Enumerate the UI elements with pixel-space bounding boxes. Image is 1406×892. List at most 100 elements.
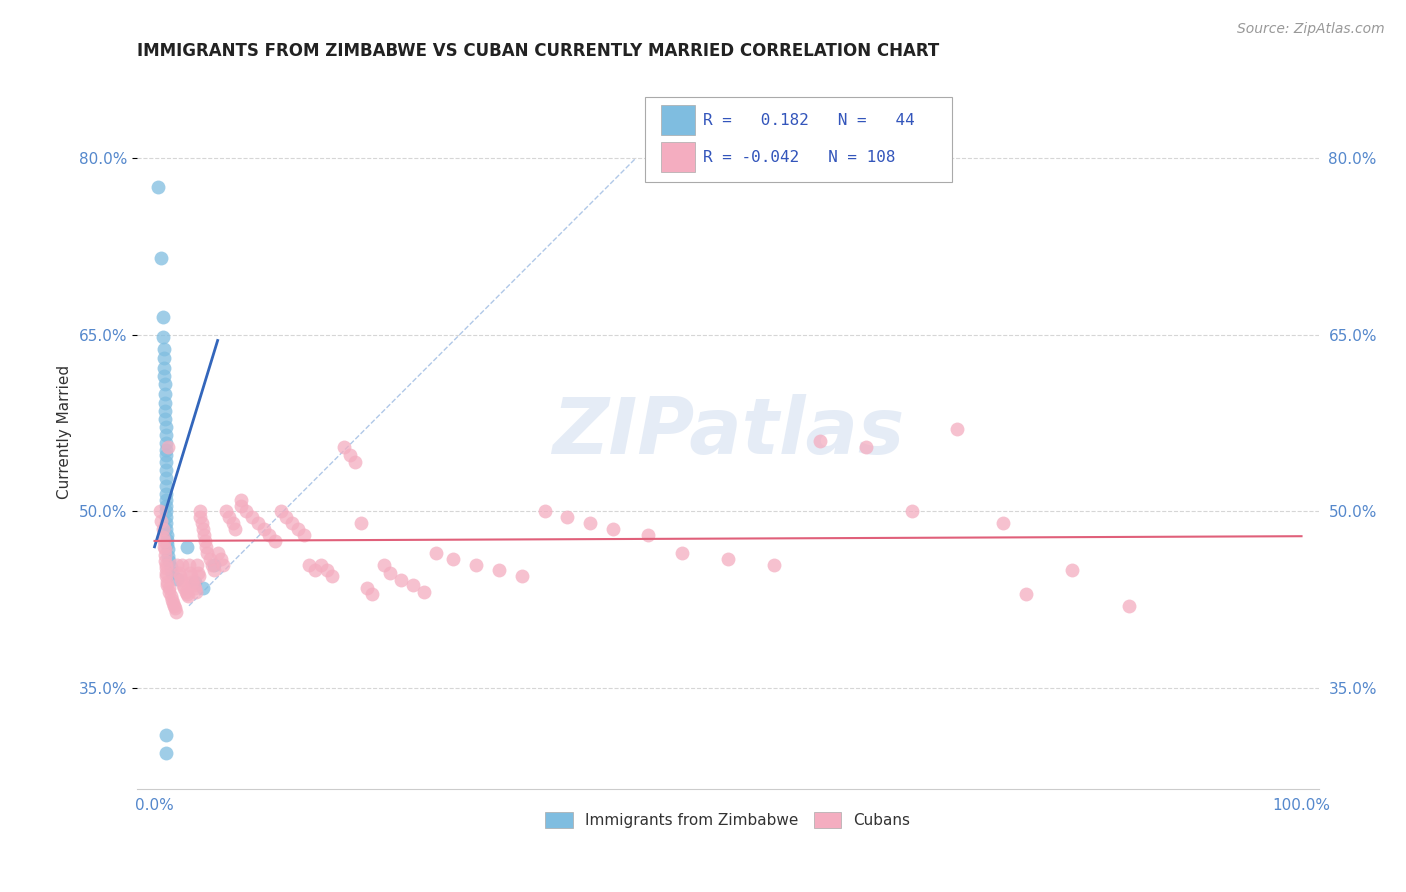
Point xyxy=(155,492,177,507)
Point xyxy=(156,575,179,590)
Point xyxy=(361,587,384,601)
Point xyxy=(218,510,240,524)
Point xyxy=(183,577,205,591)
Point xyxy=(900,504,922,518)
Point xyxy=(155,499,177,513)
FancyBboxPatch shape xyxy=(661,105,695,136)
Point xyxy=(333,440,356,454)
Text: R = -0.042   N = 108: R = -0.042 N = 108 xyxy=(703,150,896,165)
Y-axis label: Currently Married: Currently Married xyxy=(58,365,72,499)
Point xyxy=(190,504,212,518)
Point xyxy=(155,516,177,531)
Text: ZIPatlas: ZIPatlas xyxy=(553,394,904,470)
Point xyxy=(855,440,877,454)
Point xyxy=(401,577,423,591)
Point xyxy=(155,569,177,583)
Point xyxy=(170,573,193,587)
Point xyxy=(488,563,510,577)
Point xyxy=(153,377,176,392)
Point xyxy=(153,548,176,562)
Point xyxy=(155,443,177,458)
Point xyxy=(304,563,326,577)
Point xyxy=(152,360,174,375)
Point xyxy=(160,566,183,580)
Point xyxy=(169,569,191,583)
Point xyxy=(186,558,208,572)
Point xyxy=(177,558,200,572)
Point xyxy=(190,510,212,524)
Point xyxy=(229,499,252,513)
Point xyxy=(212,558,235,572)
Point xyxy=(159,590,181,604)
Point xyxy=(533,504,555,518)
Point xyxy=(321,569,343,583)
Point xyxy=(350,516,373,531)
Point xyxy=(557,510,579,524)
Point xyxy=(155,448,177,462)
Point xyxy=(155,471,177,485)
Point xyxy=(159,584,181,599)
Point xyxy=(229,492,252,507)
Point xyxy=(165,601,187,615)
Legend: Immigrants from Zimbabwe, Cubans: Immigrants from Zimbabwe, Cubans xyxy=(540,806,917,834)
Point xyxy=(183,581,205,595)
Point xyxy=(165,605,187,619)
Point xyxy=(195,546,218,560)
Point xyxy=(510,569,533,583)
Point xyxy=(152,522,174,536)
Point xyxy=(159,559,181,574)
Point xyxy=(464,558,486,572)
Point xyxy=(162,596,184,610)
Point xyxy=(252,522,274,536)
Point xyxy=(191,522,214,536)
Point xyxy=(156,533,179,547)
Point xyxy=(181,575,204,590)
Point xyxy=(762,558,785,572)
Point xyxy=(153,404,176,418)
Point xyxy=(155,746,177,760)
Point xyxy=(155,419,177,434)
Point xyxy=(152,342,174,356)
Point xyxy=(202,563,225,577)
Point xyxy=(441,551,464,566)
Point xyxy=(201,558,224,572)
Point xyxy=(149,504,172,518)
Point xyxy=(152,530,174,544)
Point xyxy=(155,436,177,450)
Point xyxy=(153,542,176,557)
Point xyxy=(160,593,183,607)
Point xyxy=(190,516,212,531)
FancyBboxPatch shape xyxy=(661,142,695,172)
Point xyxy=(281,516,304,531)
Point xyxy=(257,528,280,542)
Point xyxy=(808,434,831,448)
Point xyxy=(309,558,332,572)
Point xyxy=(172,558,194,572)
Point xyxy=(214,504,236,518)
Point xyxy=(1062,563,1084,577)
Point xyxy=(167,566,190,580)
Point xyxy=(315,563,337,577)
Point xyxy=(264,533,287,548)
Point xyxy=(207,546,229,560)
Point xyxy=(1118,599,1140,613)
Point xyxy=(287,522,309,536)
Point xyxy=(155,478,177,492)
Point xyxy=(195,540,218,554)
Point xyxy=(378,566,401,580)
Point xyxy=(155,463,177,477)
Text: R =   0.182   N =   44: R = 0.182 N = 44 xyxy=(703,113,915,128)
Point xyxy=(177,590,200,604)
Point xyxy=(155,487,177,501)
Point xyxy=(270,504,292,518)
Point xyxy=(157,440,180,454)
Point xyxy=(246,516,269,531)
Point xyxy=(579,516,602,531)
Point xyxy=(194,533,217,548)
Point xyxy=(202,558,225,572)
Point xyxy=(292,528,315,542)
Point xyxy=(156,537,179,551)
Point xyxy=(152,533,174,548)
Text: IMMIGRANTS FROM ZIMBABWE VS CUBAN CURRENTLY MARRIED CORRELATION CHART: IMMIGRANTS FROM ZIMBABWE VS CUBAN CURREN… xyxy=(138,42,939,60)
Point xyxy=(172,577,194,591)
